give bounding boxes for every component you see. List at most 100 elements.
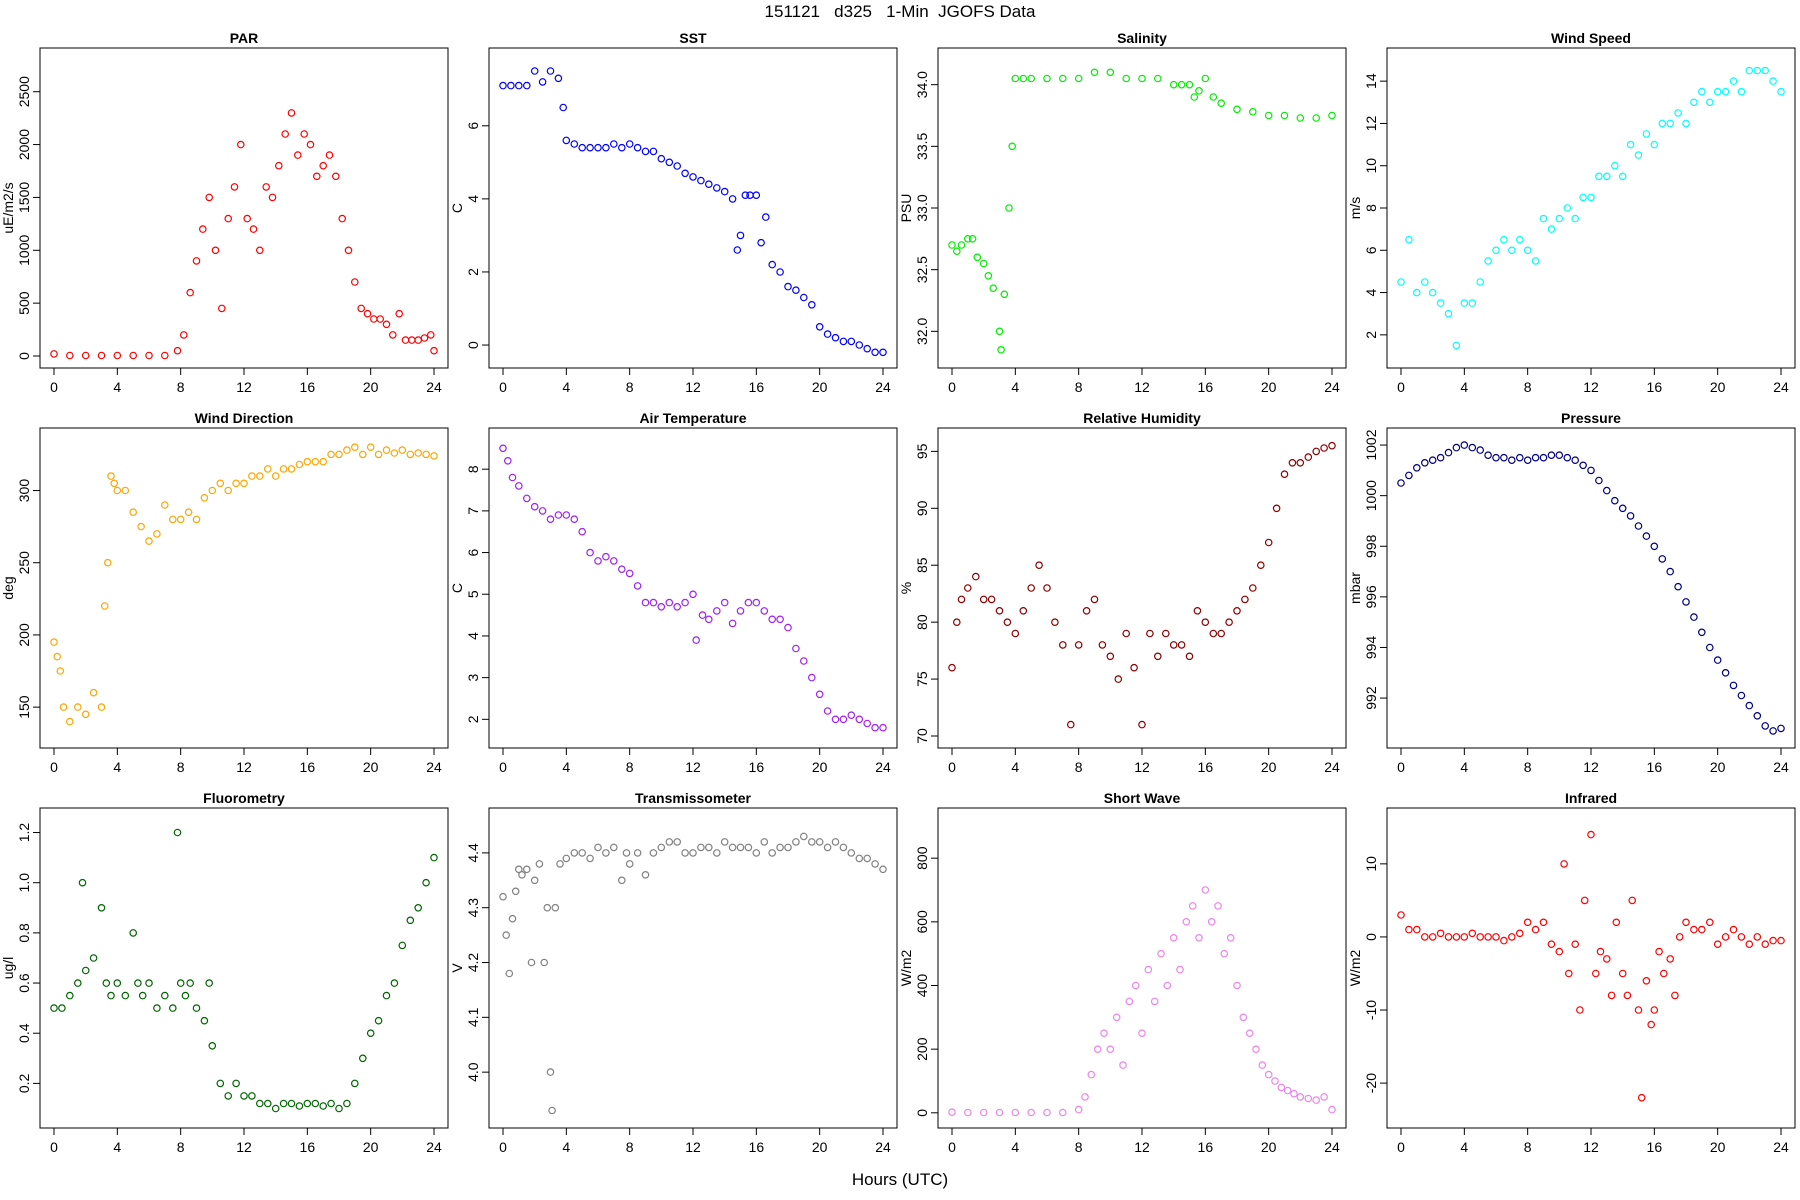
x-tick-label: 4 — [562, 379, 570, 395]
data-point — [995, 327, 1004, 336]
data-point — [357, 304, 366, 313]
x-tick-label: 16 — [1647, 759, 1663, 775]
y-tick-label: 4.2 — [465, 953, 481, 973]
data-point — [502, 931, 511, 939]
panel-title: PAR — [230, 30, 259, 46]
data-point — [358, 450, 367, 459]
data-point — [704, 180, 713, 189]
data-point — [799, 293, 808, 302]
data-point — [1596, 947, 1605, 956]
y-tick-label: 0 — [1363, 933, 1379, 941]
data-point — [1436, 929, 1445, 938]
y-tick-label: 4 — [1363, 288, 1379, 296]
data-point — [633, 582, 642, 590]
data-point — [609, 557, 618, 565]
plot-frame — [937, 427, 1347, 749]
data-point — [1666, 119, 1675, 128]
x-tick-label: 24 — [426, 759, 442, 775]
x-tick-label: 12 — [1134, 1139, 1150, 1155]
data-point — [376, 315, 385, 323]
data-point — [1611, 496, 1619, 505]
data-point — [1516, 929, 1524, 938]
data-point — [1011, 1108, 1020, 1117]
x-tick-label: 8 — [1524, 379, 1532, 395]
data-point — [327, 1099, 335, 1108]
data-point — [398, 446, 407, 454]
data-point — [398, 941, 407, 950]
panel-salinity: Salinity 0 4 8 12 16 20 24 32.0 32.5 33.0 33.5 34.0 P… — [898, 30, 1347, 395]
y-tick-label: 2000 — [16, 129, 32, 160]
x-tick-label: 8 — [1524, 1139, 1532, 1155]
data-point — [1626, 140, 1635, 149]
data-point — [89, 688, 98, 697]
data-point — [1027, 1108, 1036, 1117]
x-tick-label: 16 — [1198, 379, 1214, 395]
data-point — [121, 486, 130, 495]
data-point — [1737, 933, 1746, 941]
data-point — [181, 991, 190, 1000]
data-point — [1428, 456, 1437, 465]
plot-frame — [488, 427, 898, 749]
data-point — [1112, 1013, 1121, 1022]
data-point — [1106, 652, 1115, 661]
data-point — [514, 865, 523, 874]
x-tick-label: 24 — [426, 379, 442, 395]
data-point — [200, 493, 209, 502]
x-tick-label: 12 — [1583, 759, 1599, 775]
data-point — [1245, 1029, 1254, 1038]
data-point — [145, 537, 153, 545]
x-tick-label: 4 — [1011, 379, 1019, 395]
data-point — [1650, 542, 1659, 551]
x-tick-label: 20 — [1261, 1139, 1277, 1155]
data-point — [295, 460, 304, 469]
data-point — [625, 140, 634, 148]
data-point — [952, 247, 961, 256]
data-point — [554, 74, 563, 83]
data-point — [1547, 225, 1556, 233]
x-tick-label: 20 — [1261, 759, 1277, 775]
x-tick-label: 20 — [812, 379, 828, 395]
x-tick-label: 8 — [1075, 759, 1083, 775]
data-point — [335, 1104, 343, 1113]
data-point — [1492, 933, 1500, 941]
data-point — [784, 843, 792, 852]
y-tick-label: 4.4 — [465, 843, 481, 863]
data-point — [350, 278, 359, 286]
data-point — [831, 333, 840, 342]
data-point — [863, 719, 872, 728]
data-point — [1698, 925, 1706, 934]
data-point — [382, 991, 391, 1000]
data-point — [1027, 74, 1036, 83]
data-point — [390, 979, 399, 987]
panel-par: PAR 0 4 8 12 16 20 24 0 500 1000 1500 2000 2500 uE/m2/… — [0, 30, 449, 395]
data-point — [414, 903, 423, 912]
x-tick-label: 8 — [177, 759, 185, 775]
data-point — [1169, 933, 1178, 942]
data-point — [1777, 87, 1785, 96]
data-point — [1612, 918, 1621, 927]
data-point — [1428, 288, 1437, 297]
x-tick-label: 0 — [1397, 379, 1405, 395]
data-point — [1650, 140, 1659, 149]
data-point — [1634, 151, 1643, 159]
data-point — [1154, 652, 1162, 661]
x-tick-label: 20 — [363, 759, 379, 775]
data-point — [331, 172, 340, 181]
data-point — [530, 876, 539, 885]
data-point — [271, 1104, 280, 1113]
data-point — [712, 849, 721, 857]
data-point — [414, 336, 423, 344]
x-tick-label: 16 — [1198, 759, 1214, 775]
panel-title: Air Temperature — [639, 410, 746, 426]
data-point — [586, 143, 594, 152]
data-point — [1634, 522, 1643, 530]
data-point — [173, 828, 182, 837]
data-point — [823, 330, 832, 338]
data-point — [1195, 933, 1203, 942]
data-point — [350, 443, 359, 452]
x-tick-label: 20 — [363, 379, 379, 395]
data-point — [649, 849, 658, 857]
data-point — [505, 969, 514, 978]
x-tick-label: 12 — [236, 379, 252, 395]
